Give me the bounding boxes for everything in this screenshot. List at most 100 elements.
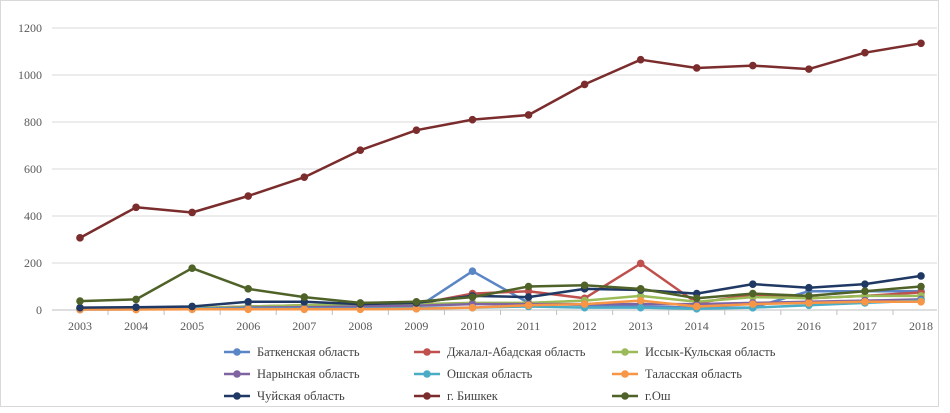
series-line-7 [79,42,922,239]
y-tick-label-1000: 1000 [18,68,42,82]
data-point-5-2015 [749,300,757,308]
data-point-5-2017 [861,297,869,306]
data-point-6-2017 [861,280,869,288]
x-tick-label-2015: 2015 [741,319,765,333]
legend-swatch-marker [233,370,241,378]
data-point-8-2016 [805,292,813,300]
y-tick-label-400: 400 [24,209,42,223]
data-point-6-2005 [188,302,196,311]
y-tick-label-200: 200 [24,256,42,270]
data-point-5-2011 [524,301,533,310]
legend-label: г. Бишкек [447,389,499,403]
data-point-5-2007 [300,305,309,314]
data-point-7-2014 [692,64,701,72]
data-point-8-2010 [468,293,477,301]
legend-item-5: Таласская область [612,367,742,381]
data-point-8-2013 [636,285,645,293]
legend-label: г.Ош [645,389,671,403]
data-point-5-2006 [244,305,252,314]
series-8 [76,264,925,307]
x-tick-label-2011: 2011 [517,319,541,333]
data-point-8-2017 [861,287,869,296]
data-point-8-2004 [132,295,140,304]
data-point-5-2018 [917,297,925,306]
data-point-6-2003 [76,303,84,312]
legend-swatch-marker [621,370,629,378]
series-line-6 [79,274,922,309]
legend-label: Чуйская область [257,389,345,403]
gridlines [52,27,937,264]
legend-label: Иссык-Кульская область [645,345,776,359]
data-point-6-2004 [132,303,140,311]
x-tick-label-2007: 2007 [292,319,316,333]
x-tick-label-2004: 2004 [124,319,148,333]
legend-item-7: г. Бишкек [414,389,499,403]
y-axis: 0 200 400 600 800 1000 1200 [18,21,42,317]
legend-swatch-marker [423,370,431,378]
x-tick-label-2014: 2014 [685,319,709,333]
data-point-7-2012 [580,80,589,89]
data-point-8-2007 [300,293,309,301]
data-point-5-2009 [412,305,421,313]
y-tick-label-600: 600 [24,162,42,176]
legend-label: Таласская область [645,367,742,381]
data-point-8-2014 [692,294,701,303]
data-point-6-2015 [749,280,757,288]
data-point-6-2018 [917,272,925,280]
data-point-8-2011 [524,282,533,291]
series-lines [76,39,925,314]
legend-item-6: Чуйская область [224,389,345,403]
x-tick-label-2012: 2012 [573,319,597,333]
x-tick-label-2008: 2008 [348,319,372,333]
legend-item-4: Ошская область [414,367,533,381]
data-point-4-2013 [636,303,645,312]
data-point-7-2013 [636,55,645,64]
x-tick-label-2018: 2018 [909,319,933,333]
series-line-5 [80,299,921,311]
data-point-7-2005 [188,208,196,217]
data-point-5-2014 [692,302,701,311]
data-point-8-2005 [188,264,196,272]
legend-item-8: г.Ош [612,389,671,403]
legend-swatch-marker [233,392,241,400]
legend-swatch-marker [233,348,241,356]
y-tick-label-1200: 1200 [18,21,42,35]
y-tick-label-800: 800 [24,115,42,129]
data-point-7-2017 [861,48,869,57]
legend-swatch-marker [621,348,629,356]
series-line-8 [79,266,922,305]
x-tick-label-2016: 2016 [797,319,821,333]
data-point-7-2015 [749,61,757,70]
data-point-7-2004 [132,203,140,212]
data-point-7-2018 [917,39,925,48]
x-tick-label-2009: 2009 [404,319,428,333]
legend: Баткенская область Джалал-Абадская област… [224,345,776,403]
data-point-1-2013 [636,259,645,268]
data-point-8-2006 [244,285,252,293]
legend-item-3: Нарынская область [224,367,360,381]
data-point-7-2008 [356,146,365,154]
legend-label: Баткенская область [257,345,360,359]
legend-swatch-marker [423,348,431,356]
legend-item-2: Иссык-Кульская область [612,345,776,359]
x-tick-label-2003: 2003 [68,319,92,333]
data-point-7-2010 [468,115,477,124]
data-point-7-2009 [412,126,421,135]
x-tick-label-2010: 2010 [460,319,484,333]
series-7 [76,39,925,242]
x-tick-label-2013: 2013 [629,319,653,333]
data-point-6-2011 [524,293,533,301]
legend-item-1: Джалал-Абадская область [414,345,586,359]
x-axis: 2003 2004 2005 2006 2007 2008 2009 2010 2011 2012… [52,309,937,333]
data-point-7-2016 [805,65,813,73]
x-tick-label-2017: 2017 [853,319,877,333]
data-point-6-2016 [805,283,813,292]
data-point-5-2010 [468,303,477,312]
data-point-8-2009 [412,297,421,306]
y-tick-label-0: 0 [36,303,42,317]
data-point-7-2011 [524,111,533,119]
data-point-8-2015 [749,289,757,298]
legend-label: Ошская область [447,367,533,381]
